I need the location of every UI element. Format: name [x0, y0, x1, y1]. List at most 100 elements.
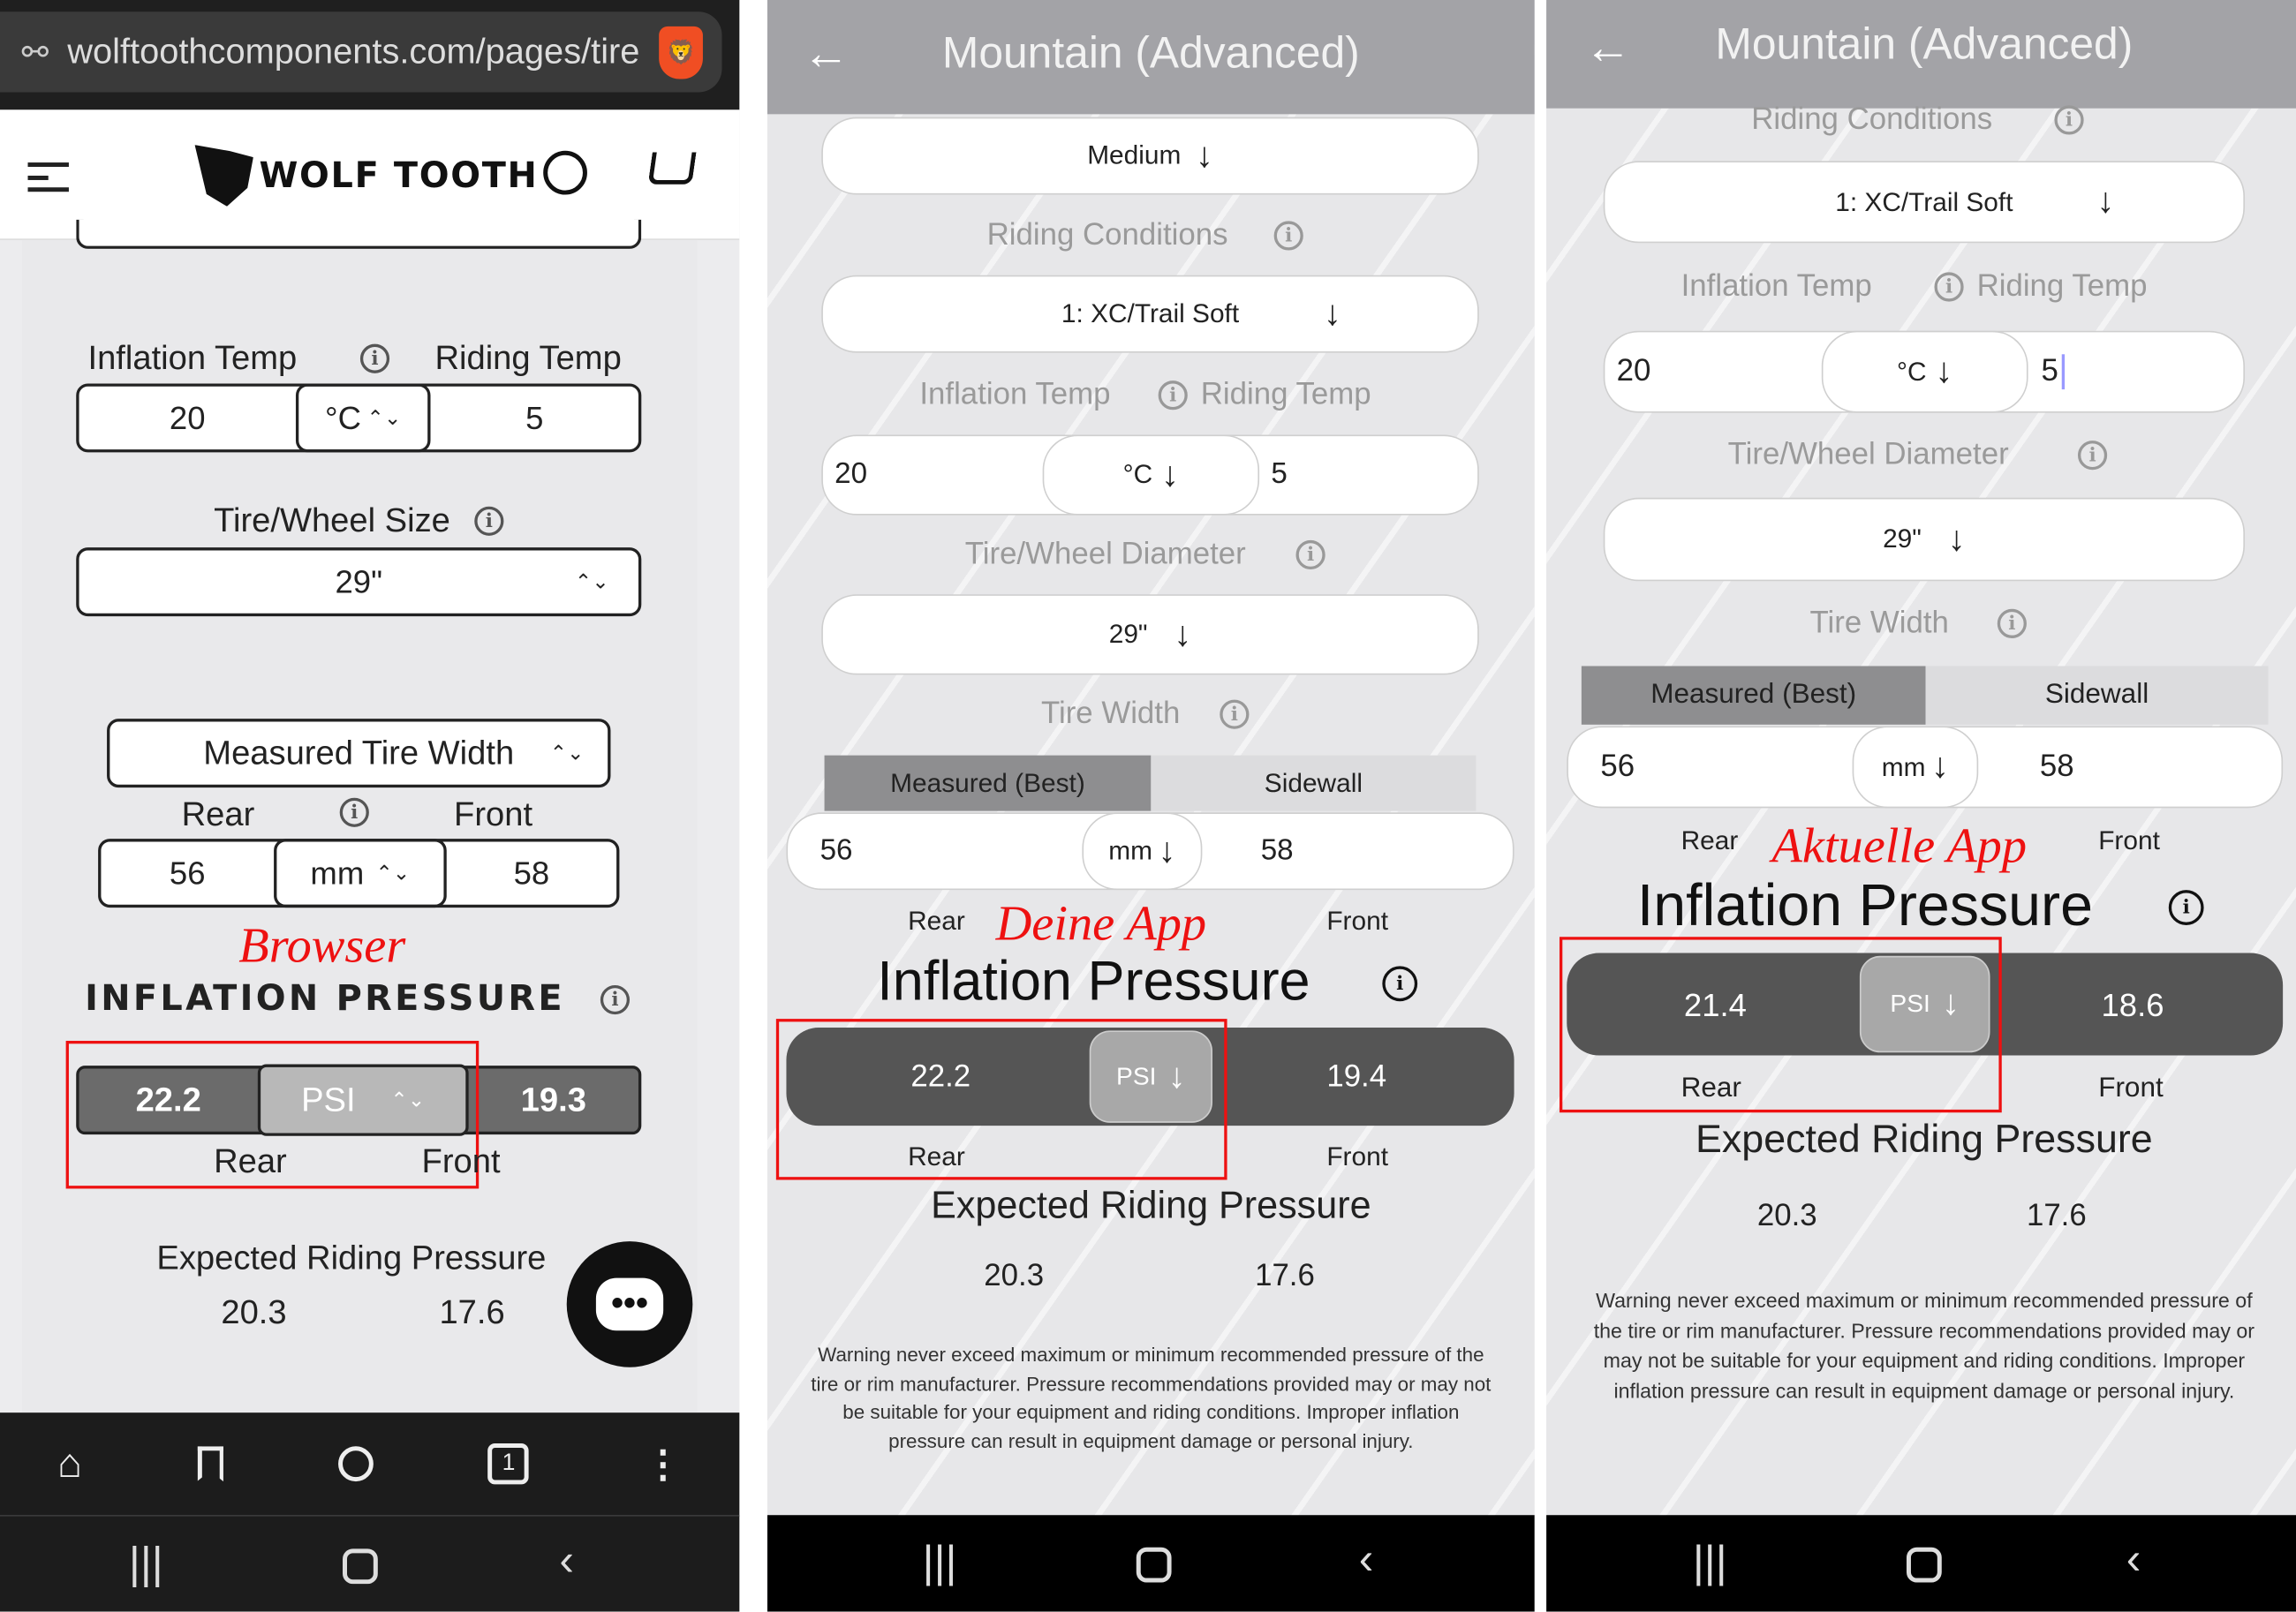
info-icon[interactable]: i	[2168, 890, 2204, 925]
temp-unit-select[interactable]: °C ⌃⌄	[295, 383, 431, 453]
pressure-unit-select[interactable]: PSI ↓	[1859, 955, 1990, 1053]
temp-unit-select[interactable]: °C ↓	[1042, 434, 1260, 516]
info-icon[interactable]: i	[2077, 441, 2108, 471]
top-select[interactable]: Medium ↓	[821, 117, 1479, 195]
front-width-input[interactable]: 58	[2039, 749, 2074, 784]
diameter-select[interactable]: 29" ↓	[821, 594, 1479, 675]
site-settings-icon[interactable]: ⚯	[21, 33, 49, 70]
home-nav-icon[interactable]	[1906, 1547, 1942, 1583]
riding-conditions-label: Riding Conditions	[1751, 102, 1993, 137]
top-select-value: Medium	[1087, 140, 1182, 170]
diameter-label: Tire/Wheel Diameter	[964, 537, 1246, 571]
back-nav-icon[interactable]: ‹	[1358, 1535, 1374, 1585]
inflation-temp-input[interactable]: 20	[835, 458, 868, 491]
up-down-chevron-icon: ⌃⌄	[549, 741, 585, 765]
temp-unit-select[interactable]: °C ↓	[1821, 330, 2028, 413]
info-icon[interactable]: i	[1295, 539, 1325, 570]
brave-shield-icon[interactable]: 🦁	[659, 26, 703, 79]
wolf-tooth-logo[interactable]: WOLF TOOTH	[194, 144, 539, 208]
back-nav-icon[interactable]: ‹	[559, 1537, 575, 1586]
inflation-temp-input[interactable]: 20	[1616, 354, 1651, 388]
menu-icon[interactable]	[27, 162, 69, 192]
expected-front: 17.6	[439, 1292, 505, 1331]
app-header	[1546, 0, 2296, 109]
info-icon[interactable]: i	[600, 984, 631, 1015]
riding-temp-input[interactable]: 5	[1271, 458, 1288, 491]
riding-conditions-label: Riding Conditions	[986, 218, 1228, 252]
width-unit-select[interactable]: mm ⌃⌄	[274, 839, 447, 908]
pressure-unit-select[interactable]: PSI ⌃⌄	[257, 1064, 469, 1136]
info-icon[interactable]: i	[1997, 608, 2027, 638]
recent-apps-icon[interactable]: |||	[922, 1538, 957, 1587]
rear-width-input[interactable]: 56	[1600, 749, 1635, 784]
inflation-pressure-title: Inflation Pressure	[877, 951, 1310, 1013]
up-down-chevron-icon: ⌃⌄	[375, 861, 411, 885]
info-icon[interactable]: i	[1382, 966, 1418, 1002]
inflation-temp-input[interactable]: 20	[169, 398, 206, 436]
front-pressure: 19.4	[1326, 1059, 1387, 1094]
riding-temp-input[interactable]: 5	[525, 398, 544, 436]
expected-front: 17.6	[2026, 1199, 2087, 1233]
url-text[interactable]: wolftoothcomponents.com/pages/tire	[67, 31, 638, 72]
segment-measured[interactable]: Measured (Best)	[1581, 666, 1926, 725]
pressure-row: 22.2 PSI ⌃⌄ 19.3	[76, 1064, 642, 1136]
search-icon[interactable]	[543, 150, 587, 195]
system-nav-bar: ||| ‹	[0, 1515, 740, 1612]
diameter-select[interactable]: 29" ↓	[1603, 497, 2246, 582]
info-icon[interactable]: i	[2054, 105, 2084, 135]
riding-conditions-select[interactable]: 1: XC/Trail Soft ↓	[1603, 161, 2246, 244]
annotation-box	[775, 1019, 1227, 1180]
diameter-value: 29"	[1883, 524, 1922, 554]
width-mode-select[interactable]: Measured Tire Width ⌃⌄	[107, 719, 611, 788]
bookmark-icon[interactable]	[197, 1446, 223, 1482]
recent-apps-icon[interactable]: |||	[128, 1540, 163, 1589]
pressure-unit-select[interactable]: PSI ↓	[1089, 1030, 1212, 1123]
front-label: Front	[2098, 1073, 2164, 1104]
chat-button[interactable]: •••	[566, 1241, 693, 1367]
annotation-browser: Browser	[238, 919, 406, 974]
rear-width-input[interactable]: 56	[819, 834, 853, 867]
tire-size-select[interactable]: 29" ⌃⌄	[76, 547, 642, 617]
temp-row: 20 °C ↓ 5	[821, 434, 1479, 516]
back-arrow-icon[interactable]: ←	[802, 26, 850, 79]
more-icon[interactable]: ⋮	[644, 1441, 683, 1486]
riding-conditions-select[interactable]: 1: XC/Trail Soft ↓	[821, 275, 1479, 353]
tabs-button[interactable]: 1	[487, 1443, 530, 1485]
segment-sidewall[interactable]: Sidewall	[1151, 755, 1477, 811]
segment-measured[interactable]: Measured (Best)	[824, 755, 1152, 811]
arrow-down-icon: ↓	[1935, 350, 1953, 391]
back-arrow-icon[interactable]: ←	[1584, 20, 1632, 73]
annotation-deine-app: Deine App	[995, 897, 1207, 952]
arrow-down-icon: ↓	[1324, 293, 1341, 334]
rear-width-input[interactable]: 56	[169, 854, 206, 892]
info-icon[interactable]: i	[1220, 699, 1250, 729]
temp-unit-value: °C	[324, 398, 361, 436]
info-icon[interactable]: i	[474, 506, 504, 536]
search-icon[interactable]	[337, 1446, 374, 1482]
home-icon[interactable]: ⌂	[57, 1440, 83, 1487]
front-label: Front	[421, 1141, 501, 1180]
temp-row: 20 °C ↓ 5	[1603, 330, 2246, 413]
home-nav-icon[interactable]	[1136, 1547, 1172, 1583]
segment-sidewall[interactable]: Sidewall	[1925, 666, 2269, 725]
info-icon[interactable]: i	[1273, 221, 1303, 251]
riding-temp-input[interactable]: 5	[2042, 354, 2065, 390]
width-unit-select[interactable]: mm ↓	[1082, 812, 1203, 891]
annotation-box	[65, 1040, 480, 1189]
inflation-temp-label: Inflation Temp	[1680, 269, 1872, 304]
info-icon[interactable]: i	[359, 343, 390, 373]
warning-text: Warning never exceed maximum or minimum …	[811, 1344, 1492, 1452]
back-nav-icon[interactable]: ‹	[2126, 1535, 2141, 1585]
url-bar[interactable]: ⚯ wolftoothcomponents.com/pages/tire 🦁	[0, 11, 722, 93]
info-icon[interactable]: i	[339, 797, 369, 827]
expected-rear: 20.3	[221, 1292, 287, 1331]
front-width-input[interactable]: 58	[513, 854, 550, 892]
info-icon[interactable]: i	[1934, 272, 1964, 302]
info-icon[interactable]: i	[1158, 380, 1188, 411]
front-width-input[interactable]: 58	[1260, 834, 1294, 867]
width-unit-select[interactable]: mm ↓	[1852, 726, 1979, 809]
home-nav-icon[interactable]	[343, 1548, 378, 1585]
cart-icon[interactable]	[647, 152, 697, 185]
recent-apps-icon[interactable]: |||	[1692, 1538, 1727, 1587]
expected-rear: 20.3	[984, 1259, 1045, 1293]
